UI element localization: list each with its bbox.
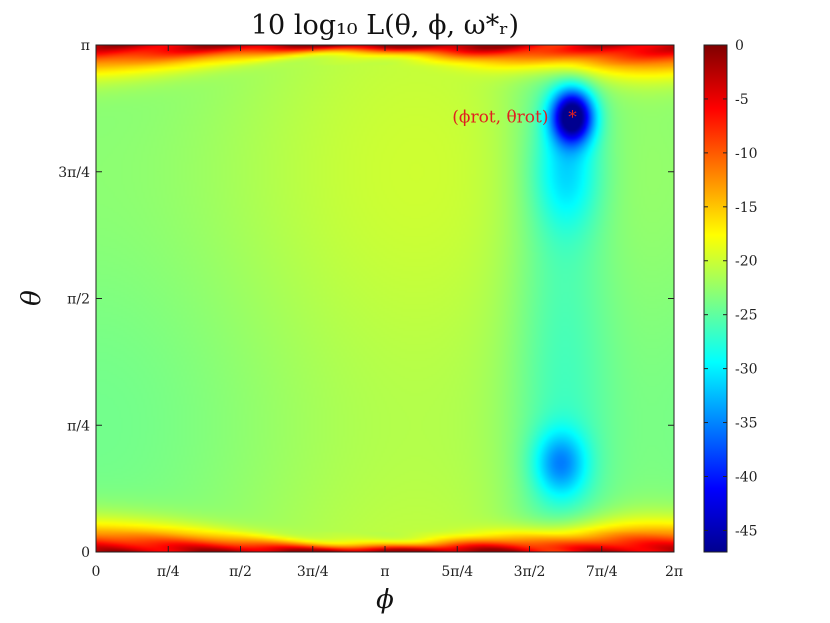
colorbar-tick-label: -35 xyxy=(735,416,758,432)
colorbar-tick-label: -25 xyxy=(735,308,758,324)
colorbar-ticks: 0 -5 -10 -15 -20 -25 -30 -35 -40 -45 xyxy=(704,38,758,539)
x-tick-label: 2π xyxy=(665,564,683,580)
y-tick-label: π/4 xyxy=(67,418,90,434)
rotation-point-marker: * xyxy=(568,107,577,127)
colorbar xyxy=(703,44,728,553)
x-axis-label: ϕ xyxy=(376,585,394,615)
rotation-point-label: (ϕrot, θrot) xyxy=(452,107,548,127)
colorbar-tick-label: -15 xyxy=(735,200,758,216)
y-axis-label: θ xyxy=(17,290,47,306)
x-axis-ticks: 0 π/4 π/2 3π/4 π 5π/4 3π/2 7π/4 2π xyxy=(92,45,683,580)
x-tick-label: 3π/2 xyxy=(514,564,546,580)
colorbar-tick-label: -10 xyxy=(735,146,758,162)
chart-title: 10 log₁₀ L(θ, ϕ, ω*ᵣ) xyxy=(251,10,519,41)
colorbar-tick-label: -30 xyxy=(735,362,758,378)
y-tick-label: π/2 xyxy=(67,292,90,308)
y-tick-label: 0 xyxy=(81,545,90,561)
colorbar-tick-label: -20 xyxy=(735,254,758,270)
colorbar-tick-label: 0 xyxy=(735,38,744,54)
x-tick-label: 3π/4 xyxy=(297,564,329,580)
x-tick-label: π/4 xyxy=(157,564,180,580)
heatmap-field xyxy=(96,45,674,552)
x-tick-label: π/2 xyxy=(229,564,252,580)
y-tick-label: 3π/4 xyxy=(58,165,90,181)
y-tick-label: π xyxy=(81,38,90,54)
x-tick-label: 5π/4 xyxy=(441,564,473,580)
x-tick-label: 0 xyxy=(92,564,101,580)
colorbar-tick-label: -45 xyxy=(735,523,758,539)
colorbar-tick-label: -40 xyxy=(735,469,758,485)
rotation-point-annotation: * (ϕrot, θrot) xyxy=(452,107,577,127)
x-tick-label: π xyxy=(380,564,389,580)
x-tick-label: 7π/4 xyxy=(586,564,618,580)
colorbar-tick-label: -5 xyxy=(735,92,749,108)
y-axis-ticks: 0 π/4 π/2 3π/4 π xyxy=(58,38,674,561)
